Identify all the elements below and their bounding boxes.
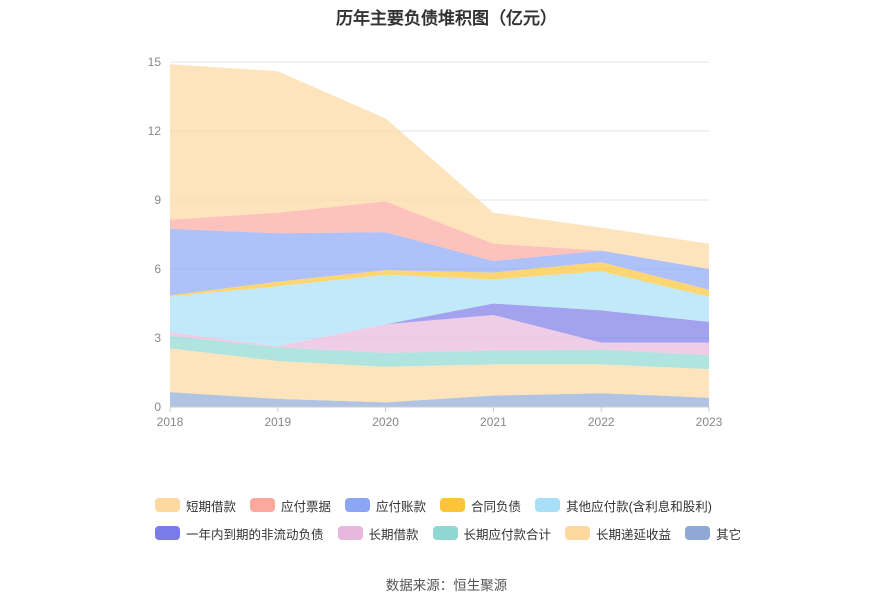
- legend-swatch: [155, 526, 180, 540]
- x-tick-label: 2022: [588, 415, 615, 429]
- legend-swatch: [535, 498, 561, 512]
- legend-label: 长期应付款合计: [463, 527, 552, 542]
- legend-label: 合同负债: [471, 499, 522, 514]
- area-7: [170, 228, 709, 296]
- legend-label: 其它: [716, 527, 742, 542]
- area-6: [170, 262, 709, 297]
- legend-swatch: [685, 526, 711, 540]
- legend-swatch: [432, 526, 458, 540]
- legend-swatch: [337, 526, 363, 540]
- legend-item-7[interactable]: 长期应付款合计: [432, 523, 552, 543]
- x-tick-label: 2020: [372, 415, 399, 429]
- legend-item-2[interactable]: 应付账款: [345, 495, 426, 515]
- legend-item-4[interactable]: 其他应付款(含利息和股利): [535, 495, 712, 515]
- legend-item-1[interactable]: 应付票据: [250, 495, 331, 515]
- legend-item-9[interactable]: 其它: [685, 523, 741, 543]
- x-tick-label: 2019: [264, 415, 291, 429]
- y-tick-label: 12: [148, 124, 162, 138]
- legend-item-8[interactable]: 长期递延收益: [565, 523, 671, 543]
- legend-item-0[interactable]: 短期借款: [155, 495, 236, 515]
- legend-label: 应付票据: [281, 499, 332, 514]
- legend-swatch: [250, 498, 276, 512]
- y-tick-label: 15: [148, 55, 162, 69]
- legend-label: 长期递延收益: [596, 527, 672, 542]
- area-0: [170, 392, 709, 407]
- axes: 2018 2019 2020 2021 2022 2023: [157, 406, 723, 429]
- legend-swatch: [345, 498, 371, 512]
- y-tick-label: 0: [154, 400, 161, 414]
- legend-item-6[interactable]: 长期借款: [337, 523, 419, 543]
- area-1: [170, 348, 709, 403]
- area-2: [170, 335, 709, 370]
- x-tick-label: 2021: [480, 415, 507, 429]
- legend-swatch: [155, 498, 180, 512]
- area-4: [170, 303, 709, 347]
- area-8: [170, 201, 709, 269]
- legend-label: 长期借款: [368, 527, 419, 542]
- data-source-note: 数据来源：恒生聚源: [385, 578, 508, 593]
- area-series: [170, 64, 709, 407]
- legend: 短期借款 应付票据 应付账款 合同负债 其他应付款(含利息和股利) 一年内到期的非流动负债…: [155, 495, 775, 543]
- area-5: [170, 271, 709, 347]
- x-tick-label: 2023: [696, 415, 723, 429]
- x-tick-label: 2018: [157, 415, 184, 429]
- y-tick-label: 9: [154, 193, 161, 207]
- legend-label: 一年内到期的非流动负债: [186, 527, 324, 542]
- y-tick-label: 3: [154, 331, 161, 345]
- legend-label: 应付账款: [376, 499, 427, 514]
- legend-label: 其他应付款(含利息和股利): [566, 499, 712, 514]
- legend-item-3[interactable]: 合同负债: [440, 495, 521, 515]
- legend-swatch: [565, 526, 591, 540]
- chart-title: 历年主要负债堆积图（亿元）: [336, 9, 557, 28]
- stacked-area-chart: 0 3 6 9 12 15 2018 2019 2020 2021 2022 2023: [148, 55, 723, 429]
- area-3: [170, 315, 709, 356]
- legend-label: 短期借款: [186, 499, 237, 514]
- legend-item-5[interactable]: 一年内到期的非流动负债: [155, 523, 324, 543]
- legend-swatch: [440, 498, 466, 512]
- area-9: [170, 64, 709, 269]
- y-tick-label: 6: [154, 262, 161, 276]
